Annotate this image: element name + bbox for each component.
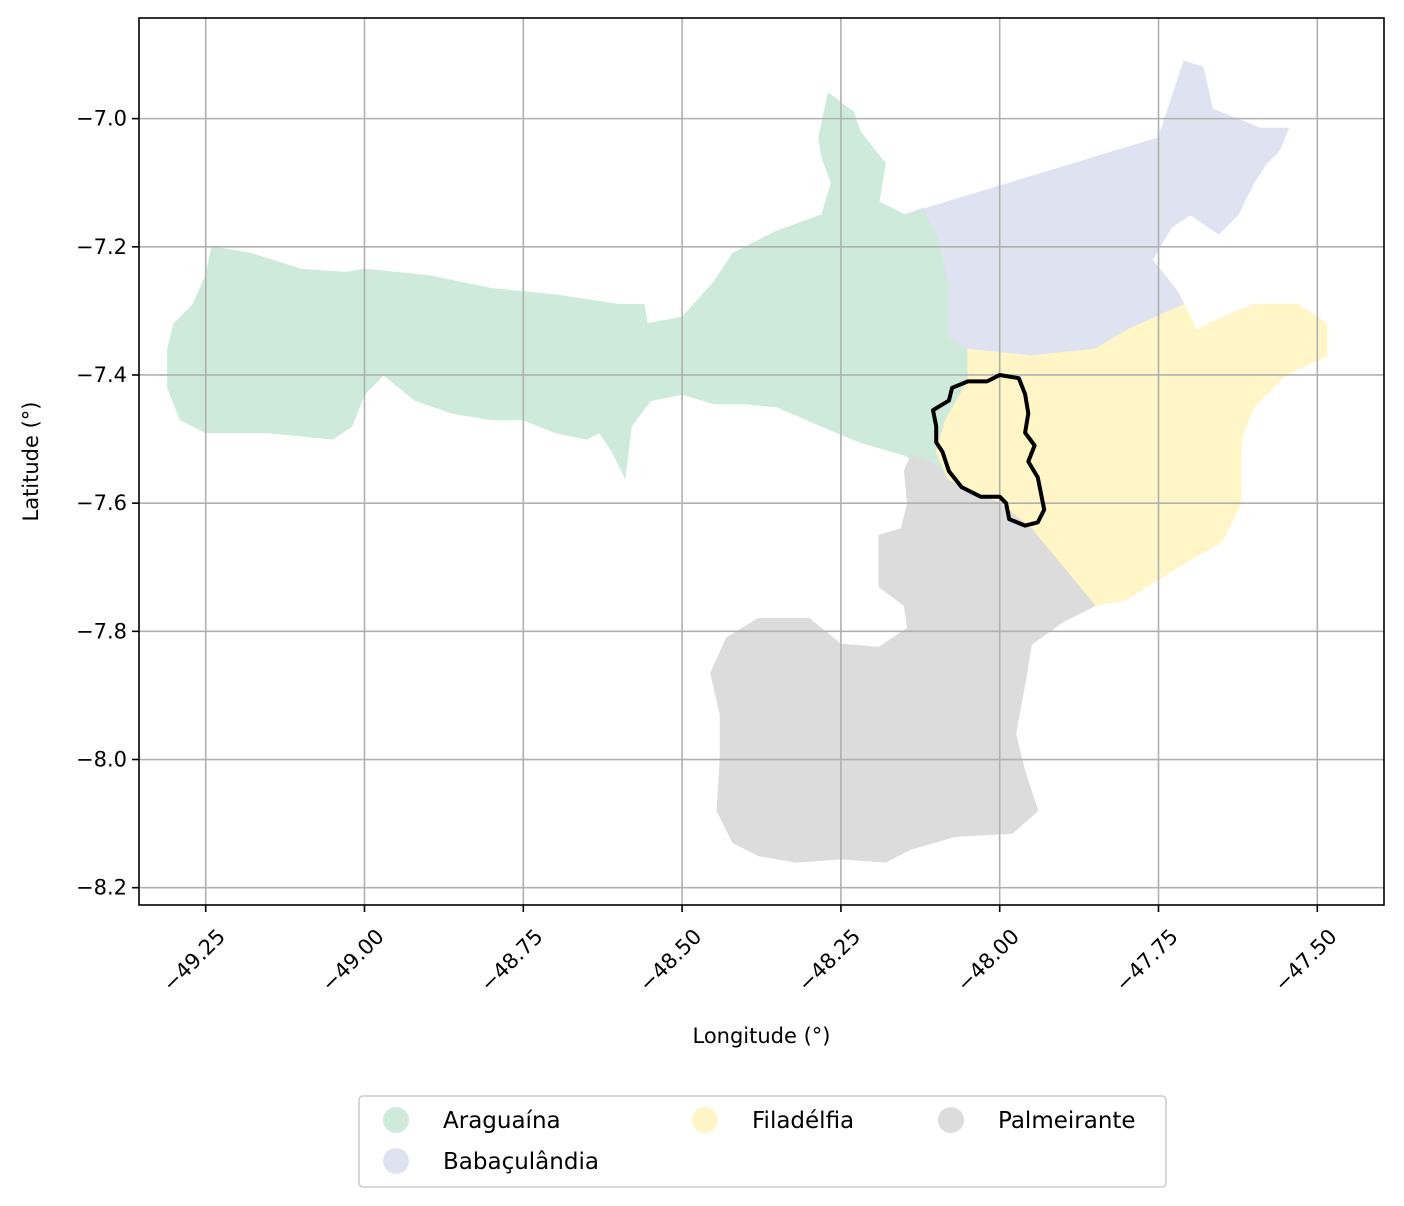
y-tick-label: −7.4 [76,363,127,387]
legend-label-palmeirante: Palmeirante [998,1108,1136,1134]
legend-label-araguaina: Araguaína [443,1108,561,1134]
y-tick-label: −7.6 [76,491,127,515]
y-tick-label: −8.2 [76,876,127,900]
y-tick-label: −7.8 [76,619,127,643]
legend-marker-araguaina [383,1107,409,1133]
y-tick-label: −7.0 [76,107,127,131]
legend-marker-palmeirante [938,1107,964,1133]
x-axis-label: Longitude (°) [692,1024,830,1048]
legend: Araguaína Babaçulândia Filadélfia Palmeiran… [359,1096,1166,1187]
legend-label-filadelfia: Filadélfia [752,1108,854,1134]
y-tick-label: −7.2 [76,235,127,259]
legend-marker-babaculandia [383,1148,409,1174]
y-tick-label: −8.0 [76,748,127,772]
legend-marker-filadelfia [692,1107,718,1133]
y-axis-label: Latitude (°) [19,402,43,522]
legend-label-babaculandia: Babaçulândia [443,1149,599,1175]
